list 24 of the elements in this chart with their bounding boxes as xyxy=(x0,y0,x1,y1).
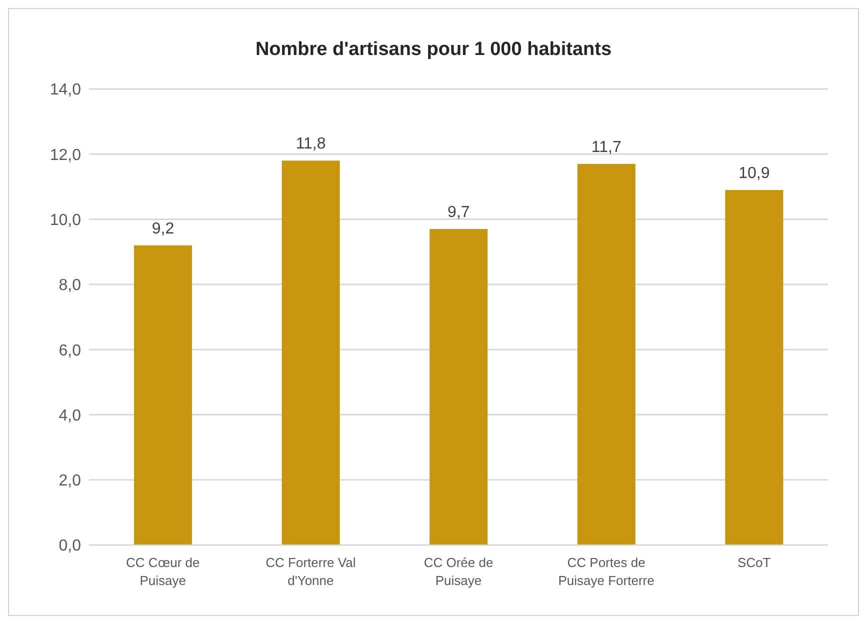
bar xyxy=(134,245,192,545)
y-tick-label: 14,0 xyxy=(50,82,82,99)
y-tick-label: 10,0 xyxy=(50,212,82,229)
y-tick-label: 4,0 xyxy=(58,407,82,424)
bar xyxy=(725,190,784,545)
y-tick-label: 8,0 xyxy=(58,277,82,294)
y-tick-label: 12,0 xyxy=(50,146,82,164)
x-tick-label: CC Forterre Val d'Yonne xyxy=(266,555,356,588)
x-tick-label: CC Cœur de Puisaye xyxy=(126,555,200,588)
bar xyxy=(577,164,636,545)
bar xyxy=(430,229,488,545)
y-tick-label: 6,0 xyxy=(58,342,82,360)
data-label: 10,9 xyxy=(738,164,770,182)
x-tick-label: CC Orée de Puisaye xyxy=(424,555,494,588)
y-tick-label: 0,0 xyxy=(58,538,82,555)
chart-title: Nombre d'artisans pour 1 000 habitants xyxy=(254,38,613,62)
data-label: 9,7 xyxy=(447,204,470,222)
data-label: 11,8 xyxy=(296,136,326,153)
data-label: 9,2 xyxy=(152,220,174,238)
bar xyxy=(282,160,340,545)
x-tick-label: SCoT xyxy=(737,555,771,570)
x-tick-label: CC Portes de Puisaye Forterre xyxy=(558,555,654,588)
y-tick-label: 2,0 xyxy=(58,472,82,490)
data-label: 11,7 xyxy=(591,138,622,156)
